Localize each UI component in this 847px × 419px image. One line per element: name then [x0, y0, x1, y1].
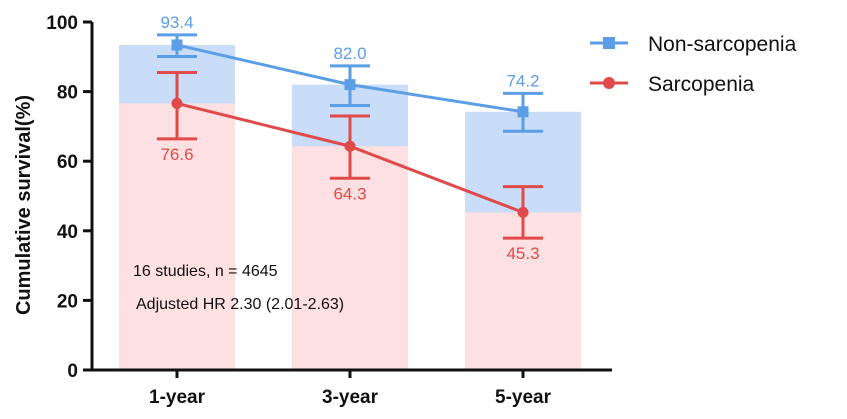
markers — [171, 39, 529, 218]
legend-marker-circle — [603, 77, 615, 89]
y-tick-label-40: 40 — [57, 222, 78, 243]
bar-sarcopenia-3-year — [292, 146, 408, 370]
legend-item-non-sarcopenia: Non-sarcopenia — [590, 33, 797, 56]
marker-non-sarcopenia-1-year — [171, 39, 183, 51]
x-tick-label-5-year: 5-year — [495, 387, 552, 408]
value-label-sarcopenia-3-year: 64.3 — [333, 184, 366, 203]
value-label-non-sarcopenia-3-year: 82.0 — [333, 44, 366, 63]
y-tick-label-0: 0 — [67, 361, 78, 382]
y-tick-label-60: 60 — [57, 152, 78, 173]
y-tick-label-20: 20 — [57, 291, 78, 312]
bars-sarcopenia — [119, 103, 581, 370]
x-tick-label-3-year: 3-year — [322, 387, 379, 408]
marker-non-sarcopenia-3-year — [344, 79, 356, 91]
annotation-studies: 16 studies, n = 4645 — [133, 263, 278, 280]
value-label-sarcopenia-5-year: 45.3 — [506, 244, 539, 263]
x-ticks: 1-year 3-year 5-year — [149, 370, 552, 408]
legend-label-sarcopenia: Sarcopenia — [648, 73, 755, 96]
y-ticks: 0 20 40 60 80 100 — [46, 13, 92, 382]
legend: Non-sarcopenia Sarcopenia — [590, 33, 797, 96]
marker-sarcopenia-1-year — [171, 97, 183, 109]
value-label-non-sarcopenia-1-year: 93.4 — [160, 13, 193, 32]
y-tick-label-100: 100 — [46, 13, 78, 34]
value-labels: 93.4 82.0 74.2 76.6 64.3 45.3 — [160, 13, 539, 263]
legend-item-sarcopenia: Sarcopenia — [590, 73, 755, 96]
legend-marker-square — [603, 37, 615, 49]
bar-sarcopenia-1-year — [119, 103, 235, 370]
error-bars — [157, 33, 543, 240]
legend-label-non-sarcopenia: Non-sarcopenia — [648, 33, 797, 56]
value-label-sarcopenia-1-year: 76.6 — [160, 145, 193, 164]
value-label-non-sarcopenia-5-year: 74.2 — [506, 71, 539, 90]
marker-sarcopenia-3-year — [344, 140, 356, 152]
y-axis-title: Cumulative survival(%) — [13, 95, 35, 315]
x-tick-label-1-year: 1-year — [149, 387, 206, 408]
marker-sarcopenia-5-year — [517, 206, 529, 218]
marker-non-sarcopenia-5-year — [517, 106, 529, 118]
axes — [90, 22, 612, 372]
annotation-hr: Adjusted HR 2.30 (2.01-2.63) — [136, 296, 344, 313]
y-tick-label-80: 80 — [57, 83, 78, 104]
